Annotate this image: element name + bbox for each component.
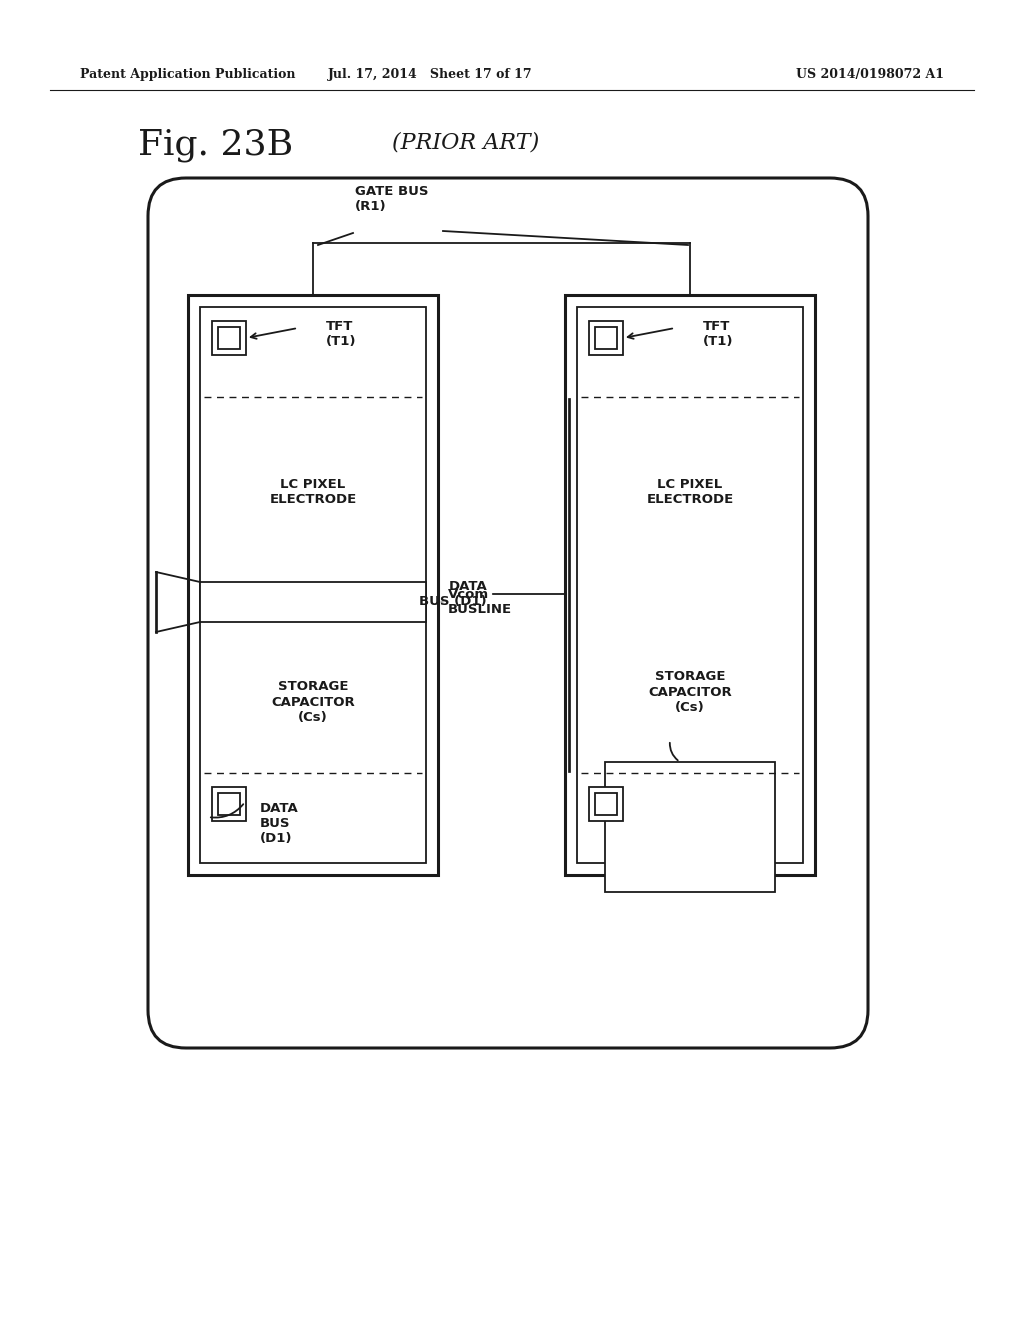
Bar xyxy=(565,294,815,875)
Bar xyxy=(577,308,803,863)
Text: STORAGE
CAPACITOR
(Cs): STORAGE CAPACITOR (Cs) xyxy=(271,681,355,723)
Text: Vcom
BUSLINE: Vcom BUSLINE xyxy=(449,587,512,616)
Text: LC PIXEL
ELECTRODE: LC PIXEL ELECTRODE xyxy=(646,478,733,506)
Bar xyxy=(589,787,623,821)
Text: DATA
BUS
(D1): DATA BUS (D1) xyxy=(260,803,299,845)
Text: GATE BUS
(R1): GATE BUS (R1) xyxy=(355,185,428,213)
Text: Fig. 23B: Fig. 23B xyxy=(138,128,293,162)
Bar xyxy=(188,294,438,875)
Text: DATA
BUS (D1): DATA BUS (D1) xyxy=(420,579,487,609)
Text: TFT
(T1): TFT (T1) xyxy=(326,319,356,348)
Bar xyxy=(605,762,775,892)
Bar xyxy=(200,308,426,863)
Text: TFT
(T1): TFT (T1) xyxy=(703,319,733,348)
Bar xyxy=(595,793,617,814)
Bar xyxy=(589,321,623,355)
Text: (PRIOR ART): (PRIOR ART) xyxy=(392,132,540,154)
Text: Jul. 17, 2014   Sheet 17 of 17: Jul. 17, 2014 Sheet 17 of 17 xyxy=(328,69,532,81)
Bar xyxy=(595,327,617,348)
Bar xyxy=(212,321,246,355)
Bar xyxy=(218,793,240,814)
Text: LC PIXEL
ELECTRODE: LC PIXEL ELECTRODE xyxy=(269,478,356,506)
Bar xyxy=(212,787,246,821)
Text: US 2014/0198072 A1: US 2014/0198072 A1 xyxy=(796,69,944,81)
FancyBboxPatch shape xyxy=(148,178,868,1048)
Bar xyxy=(218,327,240,348)
Text: Patent Application Publication: Patent Application Publication xyxy=(80,69,296,81)
Bar xyxy=(200,582,426,622)
Text: STORAGE
CAPACITOR
(Cs): STORAGE CAPACITOR (Cs) xyxy=(648,671,732,714)
